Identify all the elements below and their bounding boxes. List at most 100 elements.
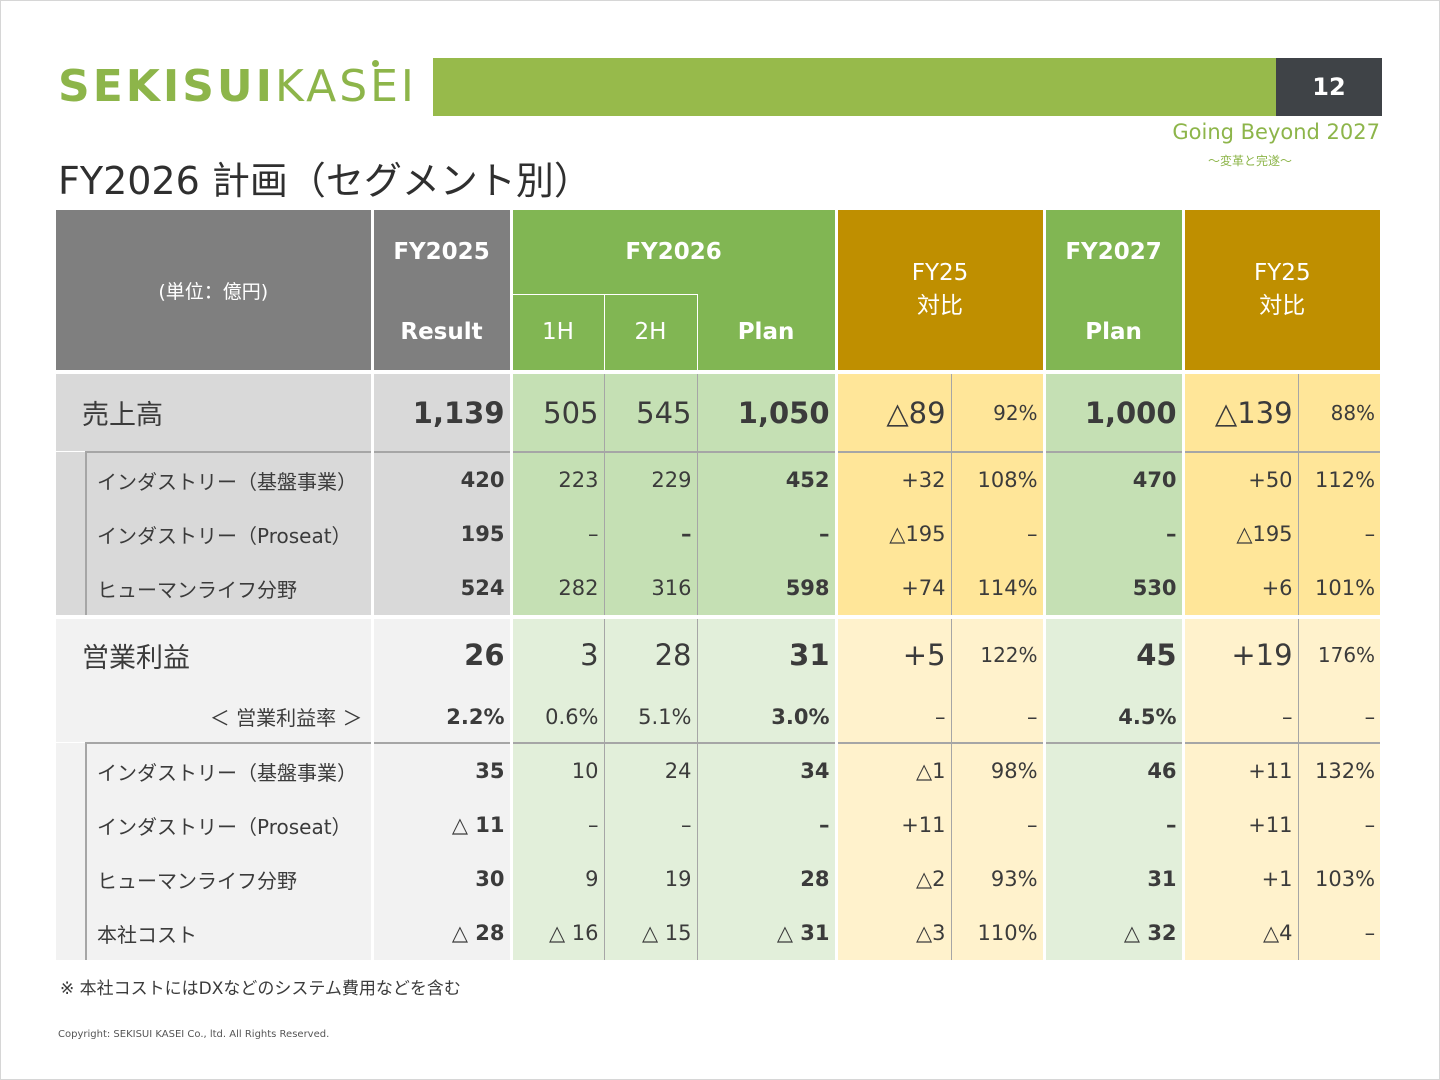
cell: 3.0% bbox=[696, 691, 837, 743]
segment-plan-table: (単位：億円) FY2025 FY2026 FY25 対比 FY2027 FY25… bbox=[56, 210, 1381, 960]
cell: – bbox=[1297, 798, 1381, 852]
cell: 31 bbox=[696, 619, 837, 691]
cell: +74 bbox=[834, 561, 952, 615]
cell: – bbox=[1181, 691, 1299, 743]
footnote: ※ 本社コストにはDXなどのシステム費用などを含む bbox=[60, 979, 461, 999]
header-fy25-compare-2027: FY25 対比 bbox=[1181, 210, 1381, 370]
cell: 195 bbox=[370, 507, 512, 561]
cell: – bbox=[696, 507, 837, 561]
cell: 229 bbox=[603, 451, 698, 507]
row-label: インダストリー（基盤事業） bbox=[84, 742, 373, 798]
indent-cell bbox=[56, 507, 86, 561]
cell: +6 bbox=[1181, 561, 1299, 615]
cell: 223 bbox=[509, 451, 605, 507]
cell: +5 bbox=[834, 619, 952, 691]
cell: 19 bbox=[603, 852, 698, 906]
table-row: 売上高 1,139 505 545 1,050 △89 92% 1,000 △1… bbox=[56, 374, 1381, 452]
cell: 470 bbox=[1042, 451, 1184, 507]
cell: +50 bbox=[1181, 451, 1299, 507]
indent-cell bbox=[56, 452, 86, 507]
cell: – bbox=[950, 798, 1045, 852]
cell: +19 bbox=[1181, 619, 1299, 691]
header-2h: 2H bbox=[604, 293, 698, 370]
row-label: ヒューマンライフ分野 bbox=[84, 852, 373, 906]
unit-label: (単位：億円) bbox=[56, 210, 373, 370]
cell: 420 bbox=[370, 451, 512, 507]
cell: 176% bbox=[1297, 619, 1381, 691]
cell: 108% bbox=[950, 451, 1045, 507]
cell: △3 bbox=[834, 906, 952, 960]
op-income-label: 営業利益 bbox=[56, 619, 373, 691]
tagline-sub: ～変革と完遂～ bbox=[1207, 154, 1292, 168]
cell: 88% bbox=[1297, 374, 1381, 452]
table-row: インダストリー（Proseat） 195 – – – △195 – – △195… bbox=[56, 507, 1381, 561]
cell: △ 28 bbox=[370, 906, 512, 960]
indent-cell bbox=[56, 906, 86, 960]
header-1h: 1H bbox=[509, 293, 605, 370]
cell: 3 bbox=[509, 619, 605, 691]
cell: 524 bbox=[370, 561, 512, 615]
cell: 28 bbox=[603, 619, 698, 691]
cell: – bbox=[509, 507, 605, 561]
cell: 31 bbox=[1042, 852, 1184, 906]
indent-cell bbox=[56, 561, 86, 615]
cell: 545 bbox=[603, 374, 698, 452]
cell: +11 bbox=[834, 798, 952, 852]
cell: +11 bbox=[1181, 798, 1299, 852]
cell: +1 bbox=[1181, 852, 1299, 906]
cell: △1 bbox=[834, 742, 952, 798]
cell: 1,139 bbox=[370, 374, 512, 452]
row-label: インダストリー（Proseat） bbox=[84, 798, 373, 852]
cell: △ 15 bbox=[603, 906, 698, 960]
cell: 98% bbox=[950, 742, 1045, 798]
indent-cell bbox=[56, 852, 86, 906]
row-label: 本社コスト bbox=[84, 906, 373, 960]
indent-cell bbox=[56, 798, 86, 852]
page-number: 12 bbox=[1276, 58, 1382, 116]
cell: 316 bbox=[603, 561, 698, 615]
cell: 132% bbox=[1297, 742, 1381, 798]
cell: – bbox=[834, 691, 952, 743]
cell: △ 11 bbox=[370, 798, 512, 852]
page-title: FY2026 計画（セグメント別） bbox=[58, 159, 592, 203]
cell: +11 bbox=[1181, 742, 1299, 798]
header-plan: Plan bbox=[697, 294, 837, 370]
tagline: Going Beyond 2027 bbox=[1172, 120, 1380, 144]
cell: – bbox=[950, 507, 1045, 561]
cell: – bbox=[1297, 691, 1381, 743]
row-label: インダストリー（Proseat） bbox=[84, 507, 373, 561]
cell: 530 bbox=[1042, 561, 1184, 615]
cell: △2 bbox=[834, 852, 952, 906]
cell: △ 31 bbox=[696, 906, 837, 960]
cell: – bbox=[950, 691, 1045, 743]
cell: △ 32 bbox=[1042, 906, 1184, 960]
cell: – bbox=[696, 798, 837, 852]
cell: 452 bbox=[696, 451, 837, 507]
cell: – bbox=[509, 798, 605, 852]
cell: 505 bbox=[509, 374, 605, 452]
table-row: インダストリー（Proseat） △ 11 – – – +11 – – +11 … bbox=[56, 798, 1381, 852]
sales-label: 売上高 bbox=[56, 374, 373, 452]
cell: △ 16 bbox=[509, 906, 605, 960]
cell: +32 bbox=[834, 451, 952, 507]
cell: 101% bbox=[1297, 561, 1381, 615]
header-plan-2027: Plan bbox=[1042, 294, 1184, 370]
cell: 10 bbox=[509, 742, 605, 798]
cell: 282 bbox=[509, 561, 605, 615]
cell: 24 bbox=[603, 742, 698, 798]
cell: 46 bbox=[1042, 742, 1184, 798]
cell: 122% bbox=[950, 619, 1045, 691]
cell: – bbox=[1042, 798, 1184, 852]
cell: – bbox=[1297, 906, 1381, 960]
table-row: ヒューマンライフ分野 30 9 19 28 △2 93% 31 +1 103% bbox=[56, 852, 1381, 906]
cell: 93% bbox=[950, 852, 1045, 906]
cell: – bbox=[1042, 507, 1184, 561]
cell: 110% bbox=[950, 906, 1045, 960]
table-row: 営業利益 26 3 28 31 +5 122% 45 +19 176% bbox=[56, 619, 1381, 691]
cell: △195 bbox=[1181, 507, 1299, 561]
cell: 112% bbox=[1297, 451, 1381, 507]
header-result: Result bbox=[370, 294, 512, 370]
header-fy2027: FY2027 bbox=[1042, 210, 1184, 294]
cell: 45 bbox=[1042, 619, 1184, 691]
cell: – bbox=[603, 507, 698, 561]
